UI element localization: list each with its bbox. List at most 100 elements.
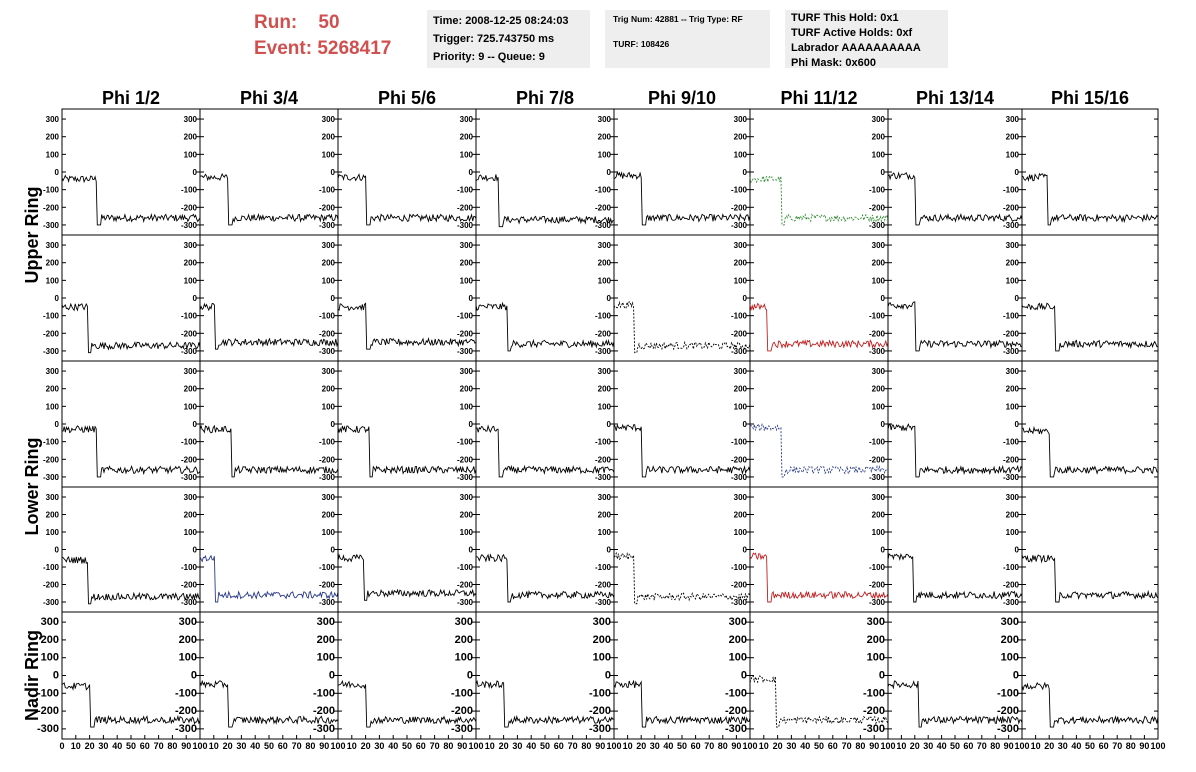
panel-frame — [749, 108, 889, 236]
x-tick-label: 50 — [950, 741, 960, 751]
y-tick-label: 100 — [872, 402, 886, 411]
y-tick-label: 0 — [743, 294, 748, 303]
x-tick-label: 10 — [759, 741, 769, 751]
y-tick-label: 0 — [607, 168, 612, 177]
x-tick-label: 70 — [842, 741, 852, 751]
panel-frame — [199, 234, 339, 362]
x-tick-label: 70 — [292, 741, 302, 751]
phi-mask-text: Phi Mask: 0x600 — [791, 57, 876, 69]
y-tick-label: 300 — [460, 493, 474, 502]
y-tick-label: -100 — [37, 687, 59, 699]
x-tick-label: 90 — [319, 741, 329, 751]
turf-this-hold-text: TURF This Hold: 0x1 — [791, 12, 899, 24]
y-tick-label: -200 — [595, 329, 612, 338]
y-tick-label: -200 — [1003, 203, 1020, 212]
y-tick-label: 200 — [734, 385, 748, 394]
x-tick-label: 80 — [1126, 741, 1136, 751]
x-tick-label: 50 — [126, 741, 136, 751]
y-tick-label: 0 — [331, 294, 336, 303]
y-tick-label: 0 — [191, 670, 197, 682]
y-tick-label: 0 — [607, 294, 612, 303]
y-tick-label: -100 — [869, 312, 886, 321]
y-tick-label: -300 — [869, 221, 886, 230]
y-tick-label: 0 — [879, 670, 885, 682]
y-tick-label: 100 — [184, 528, 198, 537]
y-tick-label: -300 — [319, 598, 336, 607]
panel-frame — [475, 108, 615, 236]
y-tick-label: -300 — [725, 723, 747, 735]
y-tick-label: -300 — [319, 221, 336, 230]
turf-holds-info-box: TURF This Hold: 0x1 TURF Active Holds: 0… — [785, 10, 948, 69]
column-header: Phi 5/6 — [378, 88, 436, 108]
x-tick-label: 40 — [937, 741, 947, 751]
x-tick-label: 60 — [691, 741, 701, 751]
y-tick-label: -300 — [589, 723, 611, 735]
waveform-line — [749, 174, 889, 226]
y-tick-label: -200 — [313, 705, 335, 717]
y-tick-label: -200 — [451, 705, 473, 717]
y-tick-label: 300 — [734, 115, 748, 124]
x-tick-label: 20 — [1044, 741, 1054, 751]
y-tick-label: -200 — [319, 581, 336, 590]
column-header: Phi 7/8 — [516, 88, 574, 108]
y-tick-label: 200 — [734, 511, 748, 520]
x-tick-label: 80 — [990, 741, 1000, 751]
y-tick-label: -100 — [43, 563, 60, 572]
y-tick-label: -200 — [731, 329, 748, 338]
x-tick-label: 60 — [278, 741, 288, 751]
x-tick-label: 40 — [388, 741, 398, 751]
y-tick-label: 300 — [1006, 115, 1020, 124]
y-tick-label: -100 — [319, 312, 336, 321]
y-tick-label: 200 — [184, 259, 198, 268]
panel-frame — [61, 234, 201, 362]
waveform-line — [613, 423, 751, 478]
y-tick-label: -300 — [181, 473, 198, 482]
y-tick-label: 0 — [1013, 670, 1019, 682]
x-tick-label: 10 — [896, 741, 906, 751]
y-tick-label: 100 — [734, 150, 748, 159]
y-tick-label: -300 — [181, 221, 198, 230]
y-tick-label: -100 — [451, 687, 473, 699]
x-tick-label: 10 — [485, 741, 495, 751]
y-tick-label: -100 — [1003, 186, 1020, 195]
y-tick-label: -200 — [175, 705, 197, 717]
waveform-line — [61, 302, 201, 354]
y-tick-label: -200 — [43, 581, 60, 590]
waveform-line — [613, 679, 751, 728]
y-tick-label: 200 — [598, 259, 612, 268]
trig-num-info-box: Trig Num: 42881 -- Trig Type: RF TURF: 1… — [605, 10, 770, 68]
y-tick-label: 0 — [607, 420, 612, 429]
y-tick-label: -100 — [731, 563, 748, 572]
y-tick-label: 100 — [598, 276, 612, 285]
y-tick-label: 0 — [193, 546, 198, 555]
y-tick-label: 200 — [322, 385, 336, 394]
trig-num-text: Trig Num: 42881 -- Trig Type: RF — [613, 14, 743, 24]
x-tick-label: 90 — [1004, 741, 1014, 751]
y-tick-label: 200 — [46, 385, 60, 394]
column-header: Phi 15/16 — [1051, 88, 1129, 108]
y-tick-label: -200 — [595, 581, 612, 590]
y-tick-label: -300 — [451, 723, 473, 735]
x-tick-label: 70 — [568, 741, 578, 751]
x-tick-label: 30 — [650, 741, 660, 751]
x-tick-label: 90 — [869, 741, 879, 751]
y-tick-label: 200 — [598, 385, 612, 394]
y-tick-label: 200 — [46, 259, 60, 268]
column-header: Phi 9/10 — [648, 88, 716, 108]
waveform-line — [61, 174, 201, 226]
y-tick-label: -100 — [181, 312, 198, 321]
y-tick-label: -300 — [731, 598, 748, 607]
y-tick-label: 100 — [179, 652, 197, 664]
y-tick-label: 200 — [179, 634, 197, 646]
y-tick-label: -100 — [319, 438, 336, 447]
x-tick-label: 60 — [1099, 741, 1109, 751]
y-tick-label: -100 — [457, 186, 474, 195]
y-tick-label: -100 — [457, 563, 474, 572]
y-tick-label: 0 — [55, 420, 60, 429]
y-tick-label: 100 — [46, 402, 60, 411]
panel-frame — [1021, 611, 1159, 740]
panel-frame — [1021, 108, 1159, 236]
waveform-line — [887, 171, 1023, 226]
y-tick-label: -200 — [725, 705, 747, 717]
y-tick-label: 100 — [322, 150, 336, 159]
